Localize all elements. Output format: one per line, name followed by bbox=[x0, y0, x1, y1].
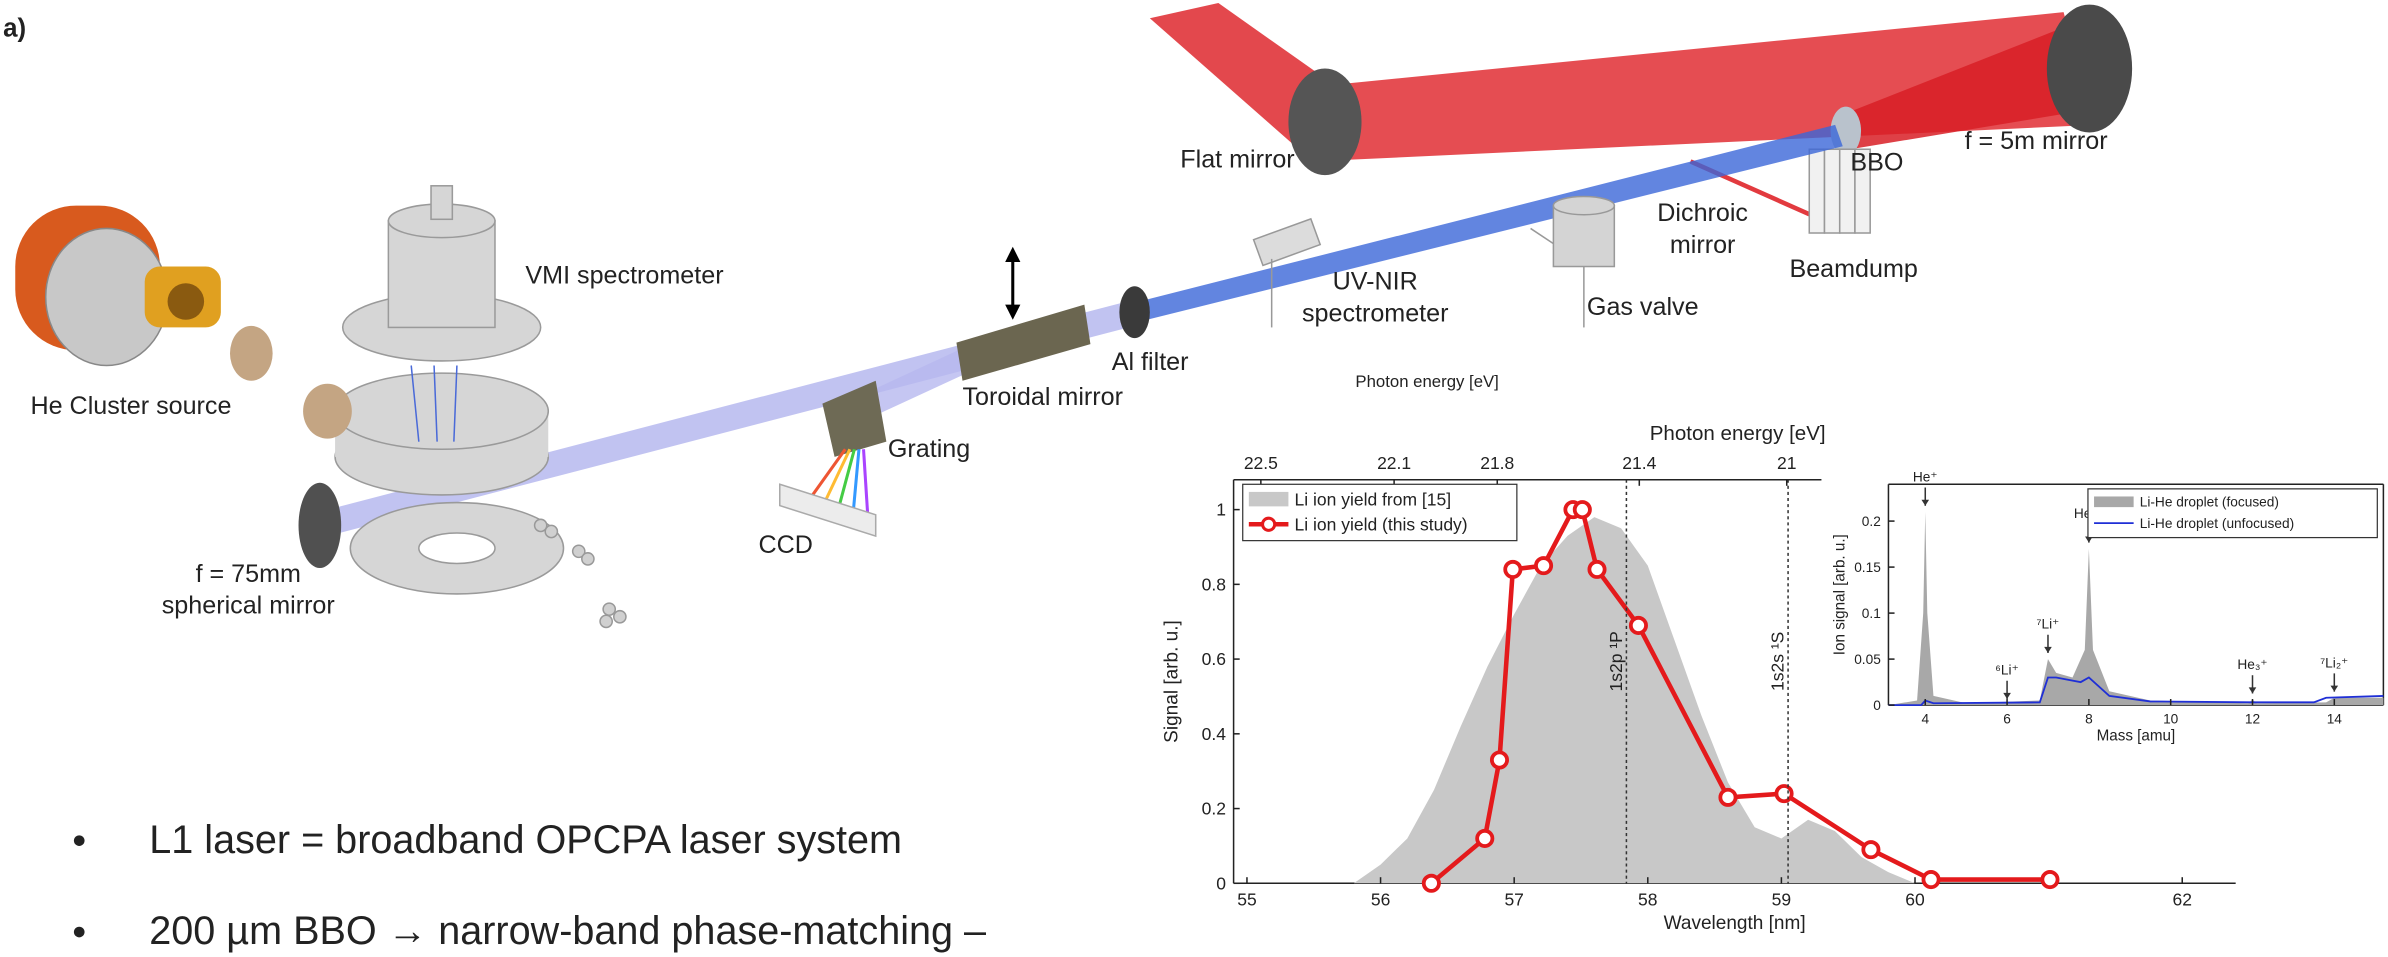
x2-tick-label: 21 bbox=[1777, 453, 1796, 473]
al-filter bbox=[1119, 286, 1149, 338]
slide: a) Flat mirror f = 5m mirror BBO Dichroic mir… bbox=[0, 0, 2388, 957]
x2-tick-label: 21.4 bbox=[1622, 453, 1656, 473]
y-tick-label: 0.1 bbox=[1862, 606, 1881, 621]
component-label: UV-NIR bbox=[1333, 267, 1418, 295]
marker bbox=[1492, 752, 1507, 767]
x2-axis-label: Photon energy [eV] bbox=[1650, 422, 1826, 445]
x-tick-label: 12 bbox=[2245, 711, 2260, 726]
annotation-label: ⁶Li⁺ bbox=[1995, 663, 2019, 678]
marker bbox=[1424, 876, 1439, 891]
panel-label: a) bbox=[3, 15, 26, 43]
arrow-head bbox=[1005, 247, 1020, 262]
x-tick-label: 14 bbox=[2327, 711, 2343, 726]
y-axis-label: Ion signal [arb. u.] bbox=[1832, 534, 1849, 655]
marker bbox=[2042, 872, 2057, 887]
marker bbox=[1536, 558, 1551, 573]
bullet-text: L1 laser = broadband OPCPA laser system bbox=[149, 818, 902, 862]
y-tick-label: 0.2 bbox=[1862, 514, 1881, 529]
y-tick-label: 0.2 bbox=[1202, 799, 1226, 819]
component-label: Toroidal mirror bbox=[963, 383, 1123, 411]
x-tick-label: 8 bbox=[2085, 711, 2093, 726]
y-tick-label: 0.4 bbox=[1202, 724, 1227, 744]
marker bbox=[1863, 842, 1878, 857]
x-tick-label: 58 bbox=[1638, 889, 1657, 909]
x-tick-label: 59 bbox=[1772, 889, 1791, 909]
component-label: He Cluster source bbox=[30, 392, 231, 420]
legend-swatch bbox=[2094, 496, 2134, 507]
component-label: CCD bbox=[758, 531, 812, 559]
y-axis-label: Signal [arb. u.] bbox=[1162, 620, 1183, 743]
marker bbox=[1720, 790, 1735, 805]
component-label: Al filter bbox=[1112, 348, 1189, 376]
faint-label: Photon energy [eV] bbox=[1355, 372, 1498, 391]
x-tick-label: 60 bbox=[1905, 889, 1925, 909]
y-tick-label: 0.15 bbox=[1854, 560, 1881, 575]
legend-swatch bbox=[1249, 492, 1289, 506]
legend-label: Li-He droplet (focused) bbox=[2140, 495, 2279, 510]
focusing-mirror bbox=[2047, 5, 2132, 133]
marker bbox=[1923, 872, 1938, 887]
component-label: f = 5m mirror bbox=[1965, 127, 2108, 155]
y-tick-label: 1 bbox=[1216, 500, 1226, 520]
x-tick-label: 6 bbox=[2003, 711, 2011, 726]
reference-label: 1s2s ¹S bbox=[1768, 632, 1788, 691]
x-tick-label: 62 bbox=[2172, 889, 2191, 909]
legend-marker bbox=[1263, 518, 1275, 530]
component-label: BBO bbox=[1850, 149, 1903, 177]
x-axis-label: Wavelength [nm] bbox=[1664, 913, 1806, 934]
y-tick-label: 0 bbox=[1216, 873, 1226, 893]
marker bbox=[1776, 786, 1791, 801]
legend-label: Li-He droplet (unfocused) bbox=[2140, 516, 2294, 531]
annotation-label: ⁷Li⁺ bbox=[2037, 617, 2060, 632]
component-label: Gas valve bbox=[1587, 293, 1699, 321]
annotation-label: He⁺ bbox=[1913, 469, 1938, 484]
annotation-label: He₃⁺ bbox=[2237, 657, 2267, 672]
reference-label: 1s2p ¹P bbox=[1606, 631, 1626, 691]
component-label: spectrometer bbox=[1302, 299, 1449, 327]
x2-tick-label: 21.8 bbox=[1480, 453, 1514, 473]
setup-drawing bbox=[15, 3, 2132, 627]
component-label: Flat mirror bbox=[1180, 146, 1294, 174]
legend-label: Li ion yield from [15] bbox=[1295, 489, 1452, 509]
toroidal-mirror bbox=[956, 305, 1090, 381]
x-tick-label: 4 bbox=[1921, 711, 1929, 726]
legend-label: Li ion yield (this study) bbox=[1295, 514, 1468, 534]
marker bbox=[1505, 562, 1520, 577]
marker bbox=[1477, 831, 1492, 846]
bullet-dot bbox=[74, 927, 85, 938]
component-label: Grating bbox=[888, 435, 970, 463]
y-tick-label: 0.05 bbox=[1854, 652, 1881, 667]
marker bbox=[1575, 502, 1590, 517]
marker bbox=[1589, 562, 1604, 577]
marker bbox=[1631, 618, 1646, 633]
clusters bbox=[535, 519, 626, 627]
flat-mirror bbox=[1288, 69, 1361, 176]
component-label: Dichroic bbox=[1657, 199, 1748, 227]
bullet-text: 200 µm BBO → narrow-band phase-matching … bbox=[149, 909, 986, 953]
component-label: spherical mirror bbox=[162, 592, 335, 620]
component-label: mirror bbox=[1670, 231, 1736, 259]
y-tick-label: 0.6 bbox=[1202, 649, 1226, 669]
bullet-dot bbox=[74, 835, 85, 846]
component-label: VMI spectrometer bbox=[525, 261, 723, 289]
vmi bbox=[335, 186, 563, 594]
x-axis-label: Mass [amu] bbox=[2097, 728, 2176, 745]
y-tick-label: 0.8 bbox=[1202, 574, 1226, 594]
chart-1: 4 6 8 10 12 14 0 0.05 0.1 0.15 0.2 Mass [amu] Ion si… bbox=[1821, 457, 2388, 769]
y-tick-label: 0 bbox=[1873, 698, 1881, 713]
arrow-head bbox=[1005, 305, 1020, 320]
spherical-mirror bbox=[299, 483, 342, 568]
component-label: f = 75mm bbox=[196, 560, 301, 588]
x2-tick-label: 22.5 bbox=[1244, 453, 1278, 473]
x-tick-label: 56 bbox=[1371, 889, 1390, 909]
annotation-label: ⁷Li₂⁺ bbox=[2320, 655, 2348, 670]
x-tick-label: 57 bbox=[1504, 889, 1523, 909]
component-label: Beamdump bbox=[1789, 255, 1917, 283]
x-tick-label: 10 bbox=[2163, 711, 2179, 726]
x2-tick-label: 22.1 bbox=[1377, 453, 1411, 473]
ccd bbox=[780, 484, 876, 536]
page: a) Flat mirror f = 5m mirror BBO Dichroic mir… bbox=[0, 0, 2388, 957]
x-tick-label: 55 bbox=[1237, 889, 1256, 909]
